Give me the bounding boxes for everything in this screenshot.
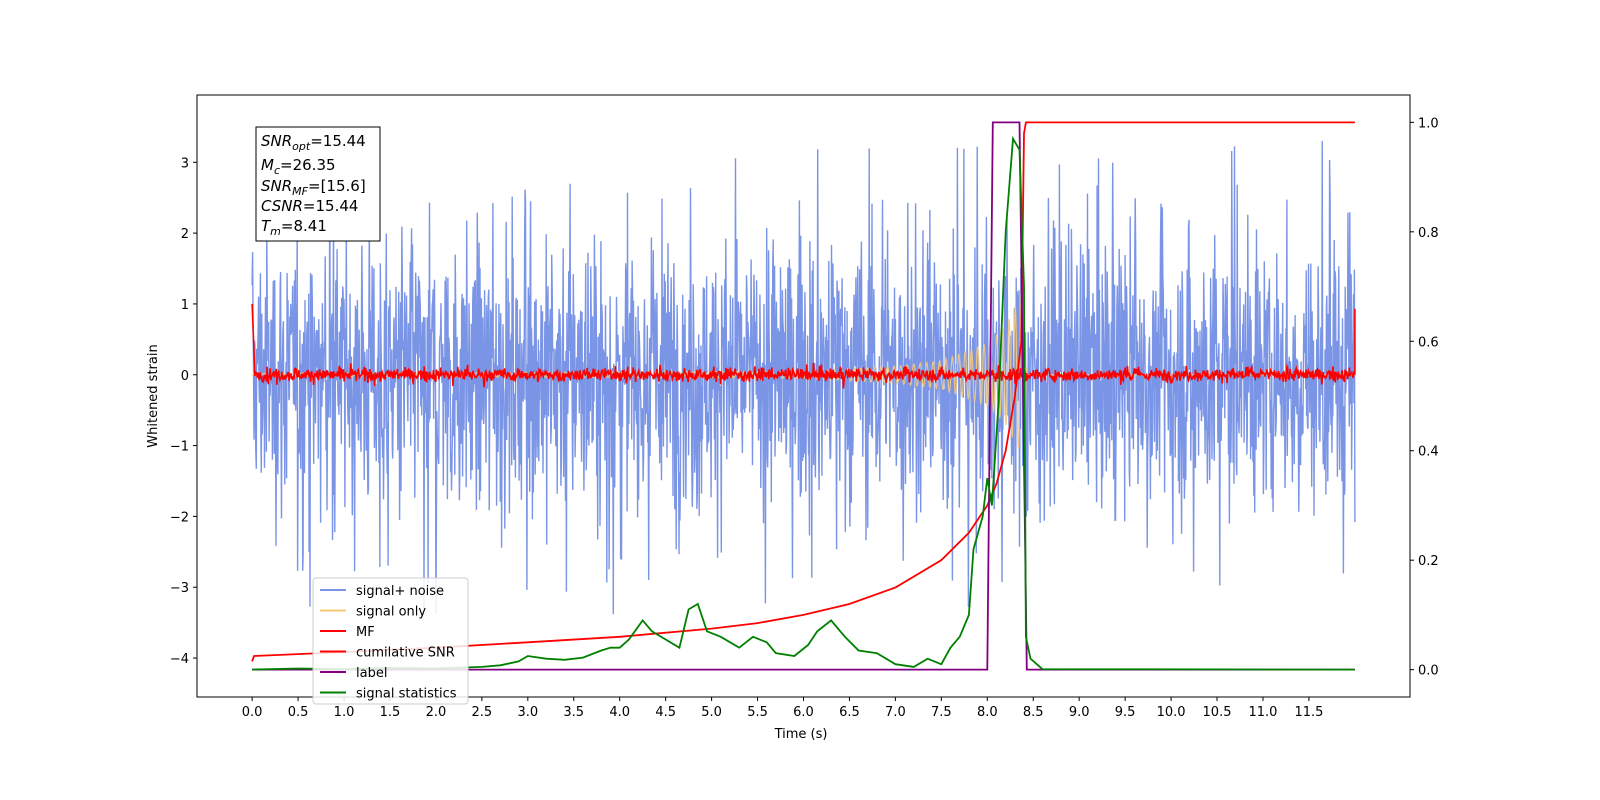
- x-tick-label: 3.0: [517, 705, 538, 720]
- x-tick-label: 0.5: [288, 705, 309, 720]
- x-tick-label: 4.5: [655, 705, 676, 720]
- legend-label: signal only: [356, 605, 426, 620]
- x-tick-label: 9.0: [1069, 705, 1090, 720]
- y-tick-label: 3: [181, 156, 189, 171]
- y-tick-label: −2: [170, 510, 189, 525]
- legend-item-signal-only: signal only: [320, 605, 426, 620]
- x-tick-label: 4.0: [609, 705, 630, 720]
- x-tick-label: 7.0: [885, 705, 906, 720]
- chirp-mass-text: Mc=26.35: [261, 156, 336, 177]
- legend: signal+ noise signal only MF cumilative SNR…: [312, 577, 469, 705]
- snr-opt-text: SNRopt=15.44: [261, 132, 366, 153]
- legend-label: label: [356, 666, 387, 681]
- y2-tick-label: 0.6: [1418, 335, 1439, 350]
- x-tick-label: 1.0: [334, 705, 355, 720]
- x-tick-label: 2.5: [472, 705, 493, 720]
- legend-item-cumilative-snr: cumilative SNR: [320, 646, 455, 661]
- x-tick-label: 11.0: [1248, 705, 1277, 720]
- x-tick-label: 1.5: [380, 705, 401, 720]
- y-axis-right: 1.0 0.8 0.6 0.4 0.2 0.0: [1410, 116, 1439, 679]
- legend-label: signal+ noise: [356, 584, 444, 599]
- legend-item-signal-noise: signal+ noise: [320, 584, 444, 599]
- x-tick-label: 6.5: [839, 705, 860, 720]
- legend-item-label: label: [320, 666, 387, 681]
- series-mf: [251, 303, 1356, 389]
- y-axis-label: Whitened strain: [146, 344, 161, 447]
- x-tick-label: 6.0: [793, 705, 814, 720]
- y-tick-label: 0: [181, 369, 189, 384]
- series-signal-statistics: [252, 135, 1355, 671]
- t-merger-text: Tm=8.41: [261, 217, 327, 238]
- x-tick-label: 5.5: [747, 705, 768, 720]
- x-tick-label: 9.5: [1115, 705, 1136, 720]
- y2-tick-label: 0.0: [1418, 664, 1439, 679]
- y-tick-label: −4: [170, 652, 189, 667]
- y2-tick-label: 0.2: [1418, 554, 1439, 569]
- x-tick-label: 7.5: [931, 705, 952, 720]
- snr-mf-text: SNRMF=[15.6]: [261, 177, 366, 198]
- y-axis-left: 3 2 1 0 −1 −2 −3 −4: [170, 156, 197, 667]
- x-tick-label: 11.5: [1294, 705, 1323, 720]
- legend-item-mf: MF: [320, 625, 375, 640]
- x-tick-label: 0.0: [242, 705, 263, 720]
- y-tick-label: −1: [170, 440, 189, 455]
- legend-label: signal statistics: [356, 687, 457, 702]
- legend-label: MF: [356, 625, 375, 640]
- x-tick-label: 10.5: [1203, 705, 1232, 720]
- annotation-box: SNRopt=15.44 Mc=26.35 SNRMF=[15.6] CSNR=…: [255, 126, 381, 242]
- y-tick-label: 2: [181, 227, 189, 242]
- legend-label: cumilative SNR: [356, 646, 455, 661]
- x-tick-label: 8.5: [1023, 705, 1044, 720]
- y-tick-label: −3: [170, 581, 189, 596]
- legend-item-signal-statistics: signal statistics: [320, 687, 457, 702]
- x-axis: 0.0 0.5 1.0 1.5 2.0 2.5 3.0 3.5 4.0 4.5 5.0 5.5 6.0 6…: [242, 697, 1323, 720]
- x-axis-label: Time (s): [774, 727, 828, 742]
- csnr-text: CSNR=15.44: [261, 197, 358, 215]
- x-tick-label: 8.0: [977, 705, 998, 720]
- y2-tick-label: 0.8: [1418, 226, 1439, 241]
- x-tick-label: 5.0: [701, 705, 722, 720]
- x-tick-label: 3.5: [563, 705, 584, 720]
- x-tick-label: 10.0: [1157, 705, 1186, 720]
- x-tick-label: 2.0: [426, 705, 447, 720]
- y2-tick-label: 1.0: [1418, 116, 1439, 131]
- y2-tick-label: 0.4: [1418, 445, 1439, 460]
- y-tick-label: 1: [181, 298, 189, 313]
